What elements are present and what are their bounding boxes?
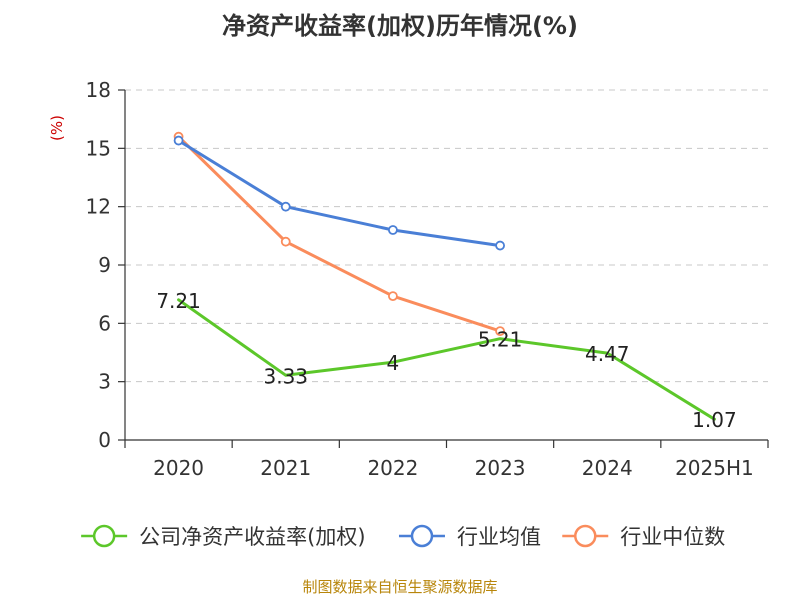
legend-marker-icon [410, 524, 434, 548]
legend-marker-icon [574, 524, 597, 548]
x-tick-label: 2023 [475, 456, 526, 480]
axes: 0 3 6 9 12 15 18 2020 2021 2022 2023 2024 2025H1 [86, 78, 769, 480]
data-label: 3.33 [263, 364, 308, 388]
data-point-1 [495, 240, 505, 251]
x-tick-label: 2021 [260, 456, 311, 480]
y-tick-label: 18 [86, 78, 111, 102]
y-tick-label: 0 [98, 428, 111, 452]
gridlines [125, 89, 768, 383]
x-tick-label: 2025H1 [675, 456, 754, 480]
data-label: 4 [387, 351, 400, 375]
data-point-1 [280, 201, 291, 212]
legend-entry-label: 行业中位数 [620, 525, 725, 549]
y-tick-label: 3 [98, 370, 111, 394]
x-tick-label: 2020 [153, 456, 204, 480]
data-point-2 [280, 236, 291, 247]
data-point-1 [173, 135, 184, 146]
legend-marker-icon [92, 524, 116, 548]
data-point-1 [388, 225, 398, 235]
y-tick-label: 9 [98, 253, 111, 277]
data-label: 4.47 [585, 342, 630, 366]
chart-title: 净资产收益率(加权)历年情况(%) [222, 12, 578, 40]
legend-entry-label: 公司净资产收益率(加权) [139, 525, 365, 549]
series-line-0 [177, 298, 716, 421]
y-tick-label: 15 [86, 136, 111, 160]
legend: 公司净资产收益率(加权) 行业均值 行业中位数 [81, 524, 725, 549]
data-labels: 7.21 3.33 4 5.21 4.47 1.07 [156, 289, 736, 432]
y-tick-label: 6 [98, 311, 111, 335]
data-label: 5.21 [478, 328, 523, 352]
x-tick-label: 2024 [582, 456, 633, 480]
y-tick-label: 12 [86, 195, 111, 219]
source-note: 制图数据来自恒生聚源数据库 [302, 578, 497, 596]
series-line-1 [177, 139, 502, 248]
series-line-2 [177, 135, 502, 333]
legend-entry-label: 行业均值 [457, 525, 541, 549]
series-lines [173, 131, 716, 421]
data-label: 1.07 [692, 408, 737, 432]
data-point-2 [388, 291, 398, 302]
data-label: 7.21 [156, 289, 201, 313]
y-axis-label: (%) [48, 115, 66, 141]
x-tick-label: 2022 [367, 456, 418, 480]
data-point-2 [495, 326, 505, 337]
